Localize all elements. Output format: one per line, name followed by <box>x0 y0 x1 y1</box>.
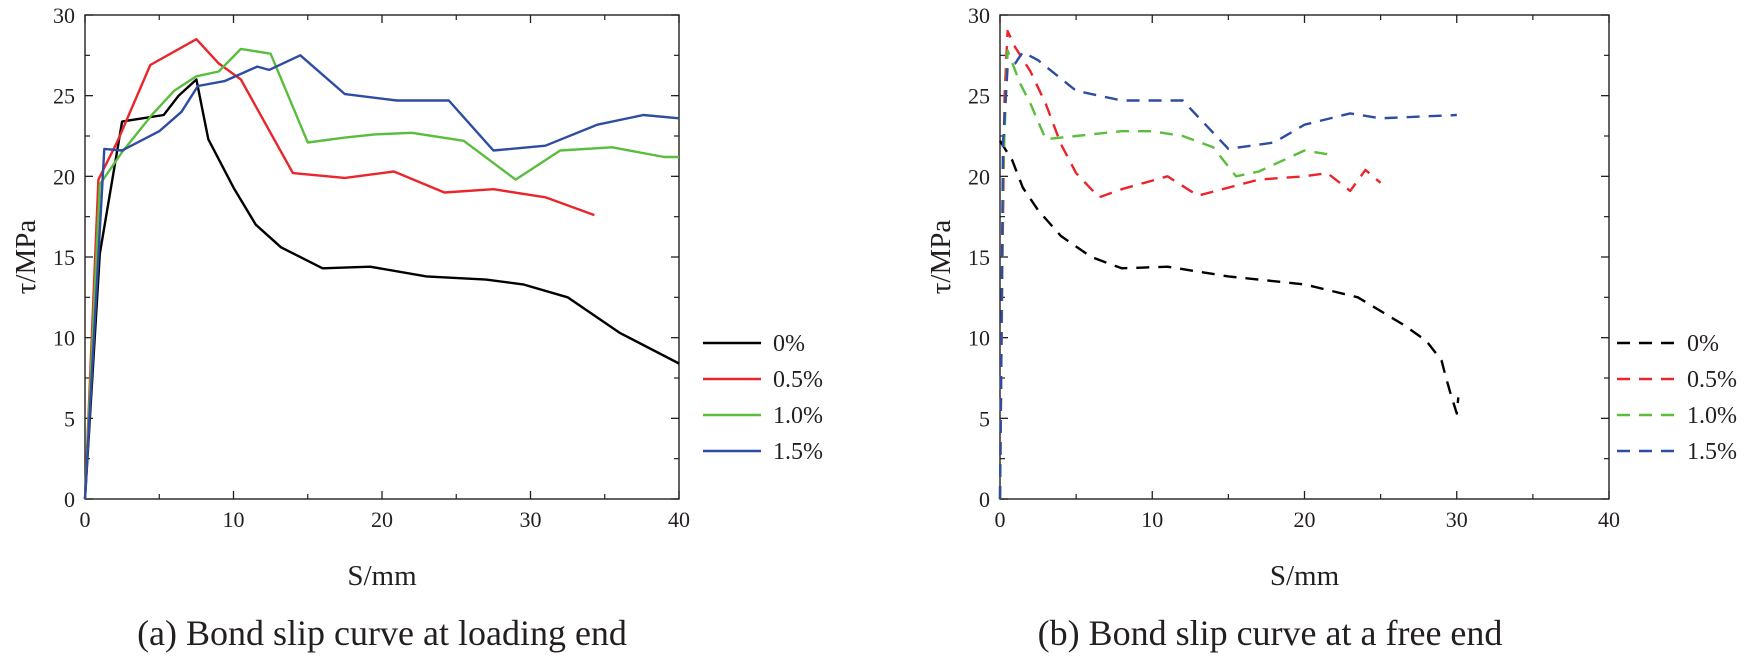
y-tick-label: 0 <box>64 487 75 512</box>
chart-free-end: 0 10 20 30 40 0 5 10 15 20 25 30 S/mm τ/MPa 0% 0.5% 1.0%… <box>925 3 1737 653</box>
x-tick-label: 40 <box>1598 507 1620 532</box>
x-tick-label: 0 <box>80 507 91 532</box>
figure-caption: (a) Bond slip curve at loading end <box>137 613 627 653</box>
y-tick-label: 15 <box>968 245 990 270</box>
series-line-1 <box>998 140 1460 415</box>
x-tick-label: 20 <box>371 507 393 532</box>
legend-label: 0% <box>1687 331 1719 357</box>
y-tick-label: 10 <box>968 326 990 351</box>
x-tick-label: 10 <box>1141 507 1163 532</box>
legend-label: 1.5% <box>1687 439 1737 465</box>
y-tick-label: 10 <box>53 326 75 351</box>
y-tick-label: 0 <box>979 487 990 512</box>
x-tick-label: 20 <box>1294 507 1316 532</box>
series-line-2 <box>998 29 1382 500</box>
series-line-4 <box>83 54 680 500</box>
x-tick-label: 30 <box>520 507 542 532</box>
y-tick-label: 30 <box>968 3 990 28</box>
series-line-3 <box>998 49 1336 500</box>
y-tick-label: 5 <box>64 406 75 431</box>
y-tick-label: 20 <box>968 164 990 189</box>
series-line-2 <box>83 38 595 500</box>
x-tick-label: 30 <box>1446 507 1468 532</box>
x-tick-label: 40 <box>668 507 690 532</box>
x-axis-label: S/mm <box>1270 560 1340 592</box>
legend-label: 1.0% <box>773 403 823 429</box>
plot-frame <box>84 14 680 500</box>
series-line-1 <box>83 78 680 500</box>
x-tick-label: 0 <box>995 507 1006 532</box>
plot-frame <box>999 14 1610 500</box>
y-tick-label: 30 <box>53 3 75 28</box>
x-tick-label: 10 <box>223 507 245 532</box>
legend-label: 1.5% <box>773 439 823 465</box>
series-line-3 <box>83 47 679 500</box>
figure-caption: (b) Bond slip curve at a free end <box>1038 613 1503 653</box>
y-tick-label: 15 <box>53 245 75 270</box>
y-tick-label: 5 <box>979 406 990 431</box>
legend-label: 0% <box>773 331 805 357</box>
y-tick-label: 25 <box>53 84 75 109</box>
y-axis-label: τ/MPa <box>925 220 957 295</box>
y-tick-label: 20 <box>53 164 75 189</box>
legend-label: 1.0% <box>1687 403 1737 429</box>
legend-label: 0.5% <box>773 367 823 393</box>
chart-loading-end: 0 10 20 30 40 0 5 10 15 20 25 30 S/mm τ/MPa 0% 0.5% 1.0%… <box>10 3 823 653</box>
y-tick-label: 25 <box>968 84 990 109</box>
legend-label: 0.5% <box>1687 367 1737 393</box>
x-axis-label: S/mm <box>347 560 417 592</box>
y-axis-label: τ/MPa <box>10 220 42 295</box>
